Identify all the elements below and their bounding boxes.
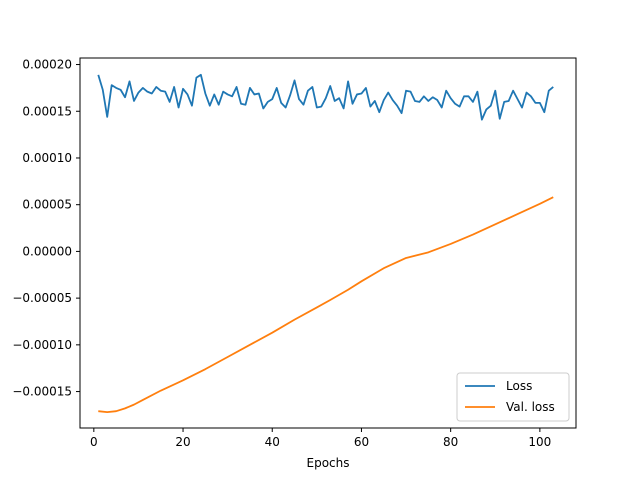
x-tick-label: 0 bbox=[90, 435, 98, 449]
y-tick-label: 0.00010 bbox=[22, 151, 72, 165]
y-tick-label: −0.00010 bbox=[12, 338, 72, 352]
y-axis-ticks: −0.00015 −0.00010 −0.00005 0.00000 0.00005 0.… bbox=[12, 58, 80, 399]
legend: Loss Val. loss bbox=[456, 372, 570, 422]
x-tick-label: 40 bbox=[265, 435, 280, 449]
x-tick-label: 20 bbox=[175, 435, 190, 449]
y-tick-label: −0.00005 bbox=[12, 291, 72, 305]
y-tick-label: 0.00015 bbox=[22, 104, 72, 118]
y-tick-label: 0.00020 bbox=[22, 58, 72, 72]
series-line-val-loss bbox=[98, 196, 554, 414]
legend-label-val-loss: Val. loss bbox=[506, 400, 555, 414]
x-axis-title: Epochs bbox=[307, 456, 350, 470]
y-tick-label: −0.00015 bbox=[12, 385, 72, 399]
x-tick-label: 60 bbox=[354, 435, 369, 449]
x-axis-ticks: 0 20 40 60 80 100 bbox=[90, 428, 551, 449]
x-tick-label: 100 bbox=[528, 435, 551, 449]
series-line-loss bbox=[97, 73, 554, 121]
plot-area bbox=[80, 58, 576, 428]
y-tick-label: 0.00000 bbox=[22, 244, 72, 258]
legend-box bbox=[456, 372, 570, 422]
legend-label-loss: Loss bbox=[506, 379, 532, 393]
series-layer bbox=[97, 73, 554, 414]
axes-frame bbox=[79, 57, 577, 429]
x-tick-label: 80 bbox=[443, 435, 458, 449]
y-tick-label: 0.00005 bbox=[22, 198, 72, 212]
